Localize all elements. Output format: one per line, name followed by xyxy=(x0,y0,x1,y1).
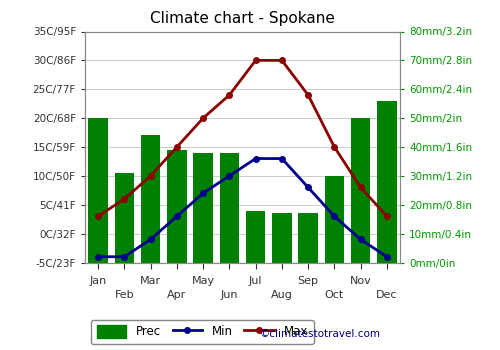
Text: Aug: Aug xyxy=(271,290,293,300)
Bar xyxy=(272,214,291,262)
Text: May: May xyxy=(192,276,214,286)
Legend: Prec, Min, Max: Prec, Min, Max xyxy=(91,320,314,344)
Text: Sep: Sep xyxy=(298,276,318,286)
Bar xyxy=(220,153,239,262)
Title: Climate chart - Spokane: Climate chart - Spokane xyxy=(150,11,335,26)
Text: Feb: Feb xyxy=(114,290,134,300)
Bar xyxy=(141,135,161,262)
Bar xyxy=(377,101,396,262)
Text: Nov: Nov xyxy=(350,276,372,286)
Bar xyxy=(194,153,213,262)
Text: Jul: Jul xyxy=(249,276,262,286)
Bar xyxy=(114,173,134,262)
Text: Oct: Oct xyxy=(325,290,344,300)
Bar xyxy=(246,211,266,262)
Text: Dec: Dec xyxy=(376,290,398,300)
Bar xyxy=(298,214,318,262)
Text: Jun: Jun xyxy=(220,290,238,300)
Bar xyxy=(167,150,186,262)
Text: Jan: Jan xyxy=(90,276,107,286)
Bar xyxy=(88,118,108,262)
Text: Apr: Apr xyxy=(167,290,186,300)
Bar xyxy=(324,176,344,262)
Text: Mar: Mar xyxy=(140,276,161,286)
Text: ©climatestotravel.com: ©climatestotravel.com xyxy=(260,329,381,339)
Bar xyxy=(351,118,370,262)
